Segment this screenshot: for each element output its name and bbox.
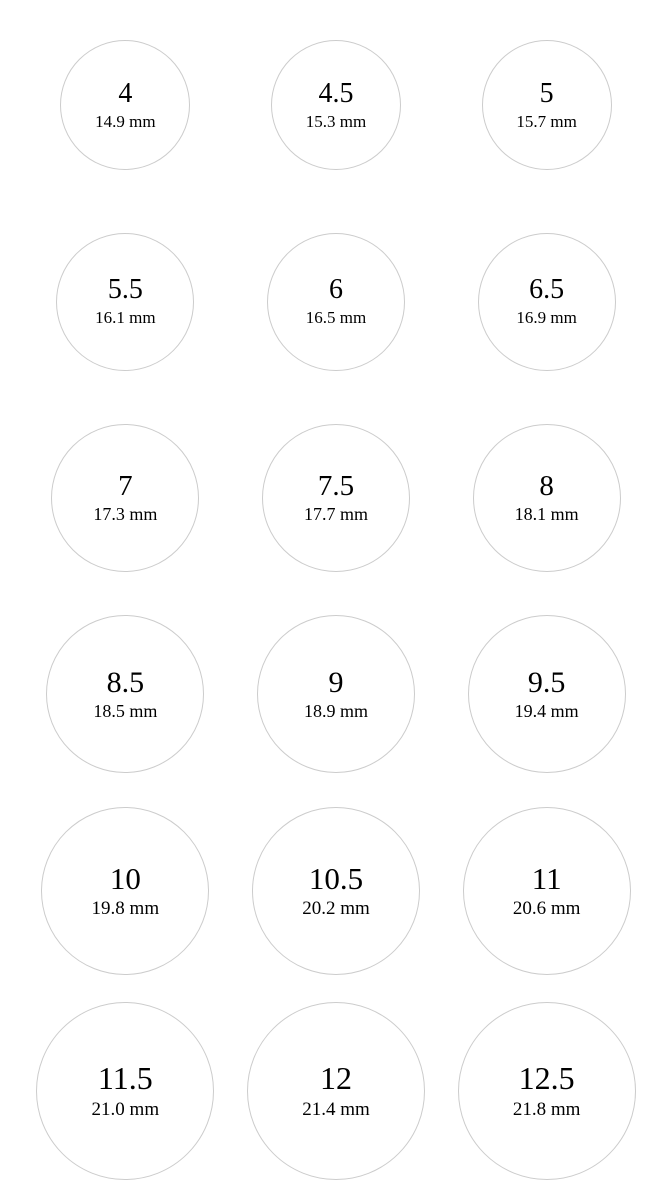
ring-circle: 1120.6 mm: [463, 807, 631, 975]
ring-size-label: 4.5: [318, 79, 353, 110]
ring-circle: 6.516.9 mm: [478, 233, 616, 371]
ring-circle: 818.1 mm: [473, 424, 621, 572]
ring-mm-label: 15.7 mm: [516, 112, 576, 132]
ring-mm-label: 17.7 mm: [304, 504, 368, 525]
ring-mm-label: 15.3 mm: [306, 112, 366, 132]
ring-size-label: 8: [539, 471, 554, 503]
ring-size-grid: 414.9 mm4.515.3 mm515.7 mm5.516.1 mm616.…: [35, 20, 637, 1180]
ring-mm-label: 18.1 mm: [515, 504, 579, 525]
ring-size-label: 11: [532, 862, 562, 896]
ring-size-label: 5: [540, 79, 554, 110]
ring-circle: 12 21.4 mm: [247, 1002, 425, 1180]
ring-mm-label: 16.5 mm: [306, 308, 366, 328]
ring-circle: 10.520.2 mm: [252, 807, 420, 975]
ring-mm-label: 21.8 mm: [513, 1099, 581, 1121]
ring-mm-label: 21.0 mm: [92, 1099, 160, 1121]
ring-mm-label: 18.9 mm: [304, 701, 368, 722]
ring-mm-label: 17.3 mm: [93, 504, 157, 525]
ring-mm-label: 14.9 mm: [95, 112, 155, 132]
ring-circle: 4.515.3 mm: [271, 40, 401, 170]
ring-circle: 12.5 21.8 mm: [458, 1002, 636, 1180]
ring-size-label: 7: [118, 471, 133, 503]
ring-size-label: 10.5: [309, 862, 363, 896]
ring-size-label: 11.5: [98, 1061, 153, 1096]
ring-circle: 918.9 mm: [257, 615, 415, 773]
ring-circle: 8.518.5 mm: [46, 615, 204, 773]
ring-size-label: 9: [328, 666, 343, 699]
ring-size-label: 5.5: [108, 275, 143, 306]
ring-circle: 515.7 mm: [482, 40, 612, 170]
ring-circle: 717.3 mm: [51, 424, 199, 572]
ring-mm-label: 20.6 mm: [513, 898, 581, 920]
ring-size-label: 12: [320, 1061, 352, 1096]
ring-circle: 616.5 mm: [267, 233, 405, 371]
ring-size-label: 9.5: [528, 666, 566, 699]
ring-size-label: 10: [110, 862, 141, 896]
ring-circle: 5.516.1 mm: [56, 233, 194, 371]
ring-mm-label: 16.1 mm: [95, 308, 155, 328]
ring-size-label: 4: [118, 79, 132, 110]
ring-size-label: 6: [329, 275, 343, 306]
ring-size-label: 8.5: [107, 666, 145, 699]
ring-circle: 414.9 mm: [60, 40, 190, 170]
ring-mm-label: 19.8 mm: [92, 898, 160, 920]
ring-circle: 1019.8 mm: [41, 807, 209, 975]
ring-mm-label: 19.4 mm: [515, 701, 579, 722]
ring-circle: 9.519.4 mm: [468, 615, 626, 773]
ring-circle: 11.5 21.0 mm: [36, 1002, 214, 1180]
ring-size-label: 7.5: [318, 471, 354, 503]
ring-mm-label: 16.9 mm: [516, 308, 576, 328]
ring-mm-label: 18.5 mm: [93, 701, 157, 722]
ring-circle: 7.517.7 mm: [262, 424, 410, 572]
ring-mm-label: 21.4 mm: [302, 1099, 370, 1121]
ring-mm-label: 20.2 mm: [302, 898, 370, 920]
ring-size-label: 6.5: [529, 275, 564, 306]
ring-size-label: 12.5: [519, 1061, 575, 1096]
